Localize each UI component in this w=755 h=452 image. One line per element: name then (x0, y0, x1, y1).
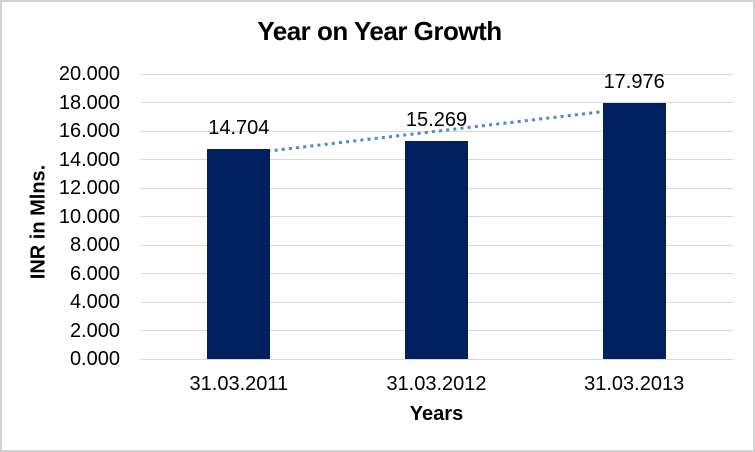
bar-data-label: 14.704 (208, 117, 270, 140)
y-tick-label: 10.000 (58, 205, 120, 228)
gridline (140, 102, 733, 103)
y-tick-label: 8.000 (69, 234, 120, 256)
gridline (140, 358, 733, 360)
y-tick-label: 20.000 (58, 63, 120, 85)
bar (207, 149, 271, 359)
bar-data-label: 15.269 (405, 109, 468, 132)
gridline (140, 73, 733, 75)
x-tick-label: 31.03.2011 (189, 373, 289, 395)
bar-data-label: 17.976 (603, 70, 665, 93)
x-axis-title: Years (409, 403, 464, 425)
bar (405, 141, 468, 359)
y-tick-label: 4.000 (69, 291, 120, 313)
bar (602, 102, 666, 359)
x-tick-label: 31.03.2012 (386, 373, 487, 395)
y-tick-label: 14.000 (58, 148, 120, 171)
x-tick-label: 31.03.2013 (584, 373, 685, 395)
y-tick-label: 6.000 (69, 262, 120, 285)
y-tick-label: 0.000 (69, 348, 120, 370)
y-tick-label: 2.000 (69, 319, 120, 342)
chart-title: Year on Year Growth (257, 16, 502, 46)
y-tick-label: 16.000 (58, 120, 120, 142)
y-tick-label: 12.000 (58, 177, 120, 199)
y-tick-label: 18.000 (58, 91, 120, 114)
